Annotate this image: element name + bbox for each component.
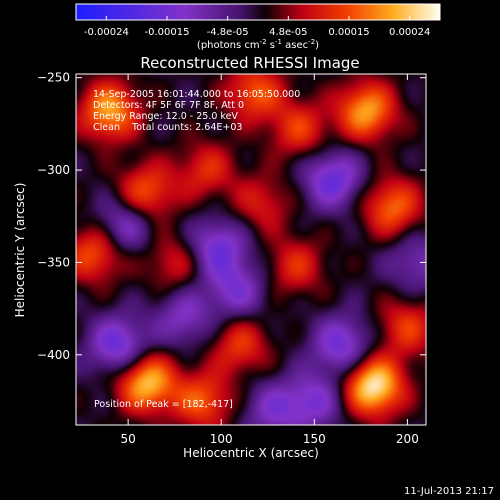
y-tick-label: −350 [37,255,70,269]
detectors-text: Detectors: 4F 5F 6F 7F 8F, Att 0 [93,100,244,111]
colorbar-frame [75,3,441,21]
chart-title: Reconstructed RHESSI Image [140,54,359,72]
clean-counts-text: Clean Total counts: 2.64E+03 [93,122,242,133]
colorbar-tick-label: 0.00015 [328,27,369,38]
colorbar-unit-label: (photons cm-2 s-1 asec-2) [197,38,319,51]
colorbar-tick-label: 4.8e-05 [269,27,307,38]
plot-frame [75,73,427,426]
colorbar: -0.00024 -0.00015 -4.8e-05 4.8e-05 0.00015 0.… [75,3,441,51]
y-axis-ticks: −250 −300 −350 −400 [37,71,426,362]
heatmap-image [76,74,426,425]
colorbar-tick-label: 0.00024 [389,27,430,38]
peak-position-text: Position of Peak = [182,-417] [94,399,233,410]
x-axis-label: Heliocentric X (arcsec) [183,446,319,460]
time-range-text: 14-Sep-2005 16:01:44.000 to 16:05:50.000 [93,89,300,100]
x-axis-ticks: 50 100 150 200 [120,74,419,446]
y-axis-label: Heliocentric Y (arcsec) [13,183,27,318]
y-tick-label: −300 [37,163,70,177]
y-tick-label: −400 [37,348,70,362]
colorbar-gradient [76,4,440,20]
x-tick-label: 50 [120,432,135,446]
timestamp: 11-Jul-2013 21:17 [404,486,494,497]
x-tick-label: 200 [396,432,419,446]
observation-info: 14-Sep-2005 16:01:44.000 to 16:05:50.000… [93,89,300,133]
colorbar-tick-label: -0.00015 [145,27,190,38]
x-tick-label: 100 [210,432,233,446]
colorbar-ticks: -0.00024 -0.00015 -4.8e-05 4.8e-05 0.00015 0.… [84,16,430,38]
colorbar-tick-label: -0.00024 [84,27,129,38]
colorbar-tick-label: -4.8e-05 [207,27,249,38]
x-tick-label: 150 [303,432,326,446]
energy-range-text: Energy Range: 12.0 - 25.0 keV [93,111,238,122]
y-tick-label: −250 [37,71,70,85]
